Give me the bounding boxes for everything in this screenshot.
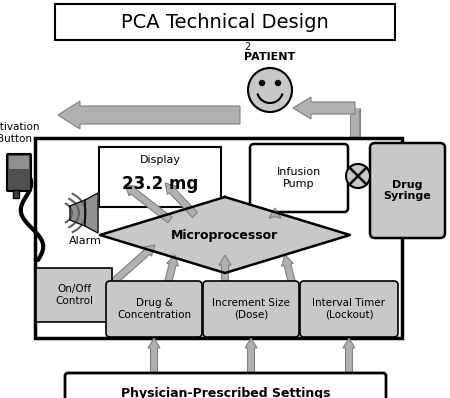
FancyBboxPatch shape [250,144,348,212]
FancyArrow shape [219,255,231,295]
Polygon shape [100,197,350,273]
FancyBboxPatch shape [106,281,202,337]
Circle shape [275,80,280,86]
FancyBboxPatch shape [370,143,445,238]
FancyArrow shape [343,338,355,376]
FancyArrow shape [58,101,240,129]
Text: 23.2 mg: 23.2 mg [122,175,198,193]
Text: Drug
Syringe: Drug Syringe [383,180,432,201]
FancyArrow shape [148,338,160,376]
FancyArrow shape [165,183,198,217]
Text: Interval Timer
(Lockout): Interval Timer (Lockout) [312,298,386,320]
Text: Physician-Prescribed Settings: Physician-Prescribed Settings [121,388,330,398]
Text: Infusion
Pump: Infusion Pump [277,167,321,189]
FancyArrow shape [108,245,155,288]
Text: Activation
Button: Activation Button [0,122,40,144]
Text: PATIENT: PATIENT [244,52,296,62]
Bar [13,190,19,198]
FancyArrow shape [282,255,298,296]
Text: Increment Size
(Dose): Increment Size (Dose) [212,298,290,320]
Polygon shape [70,200,85,226]
FancyArrow shape [293,97,355,119]
FancyBboxPatch shape [36,268,112,322]
Text: PCA Technical Design: PCA Technical Design [121,12,329,31]
FancyBboxPatch shape [99,147,221,207]
Polygon shape [85,193,98,233]
FancyBboxPatch shape [203,281,299,337]
FancyBboxPatch shape [300,281,398,337]
Text: Drug &
Concentration: Drug & Concentration [117,298,191,320]
Circle shape [248,68,292,112]
Circle shape [346,164,370,188]
Circle shape [260,80,265,86]
FancyBboxPatch shape [7,154,31,191]
Text: 2: 2 [244,42,250,52]
FancyBboxPatch shape [65,373,386,398]
FancyBboxPatch shape [9,156,29,169]
FancyArrow shape [269,208,281,218]
FancyBboxPatch shape [55,4,395,40]
FancyArrow shape [162,255,178,296]
Text: Display: Display [140,155,180,165]
FancyBboxPatch shape [35,138,402,338]
FancyArrow shape [245,338,257,376]
FancyArrow shape [125,185,172,223]
Text: Alarm: Alarm [68,236,101,246]
Text: On/Off
Control: On/Off Control [55,284,93,306]
Text: Microprocessor: Microprocessor [171,228,279,242]
